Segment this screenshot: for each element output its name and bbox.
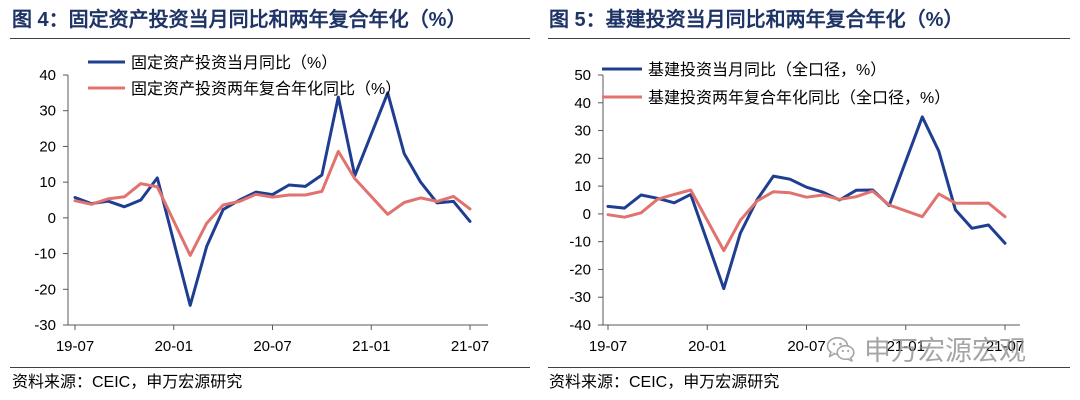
figure-4-title: 图 4：固定资产投资当月同比和两年复合年化（%） bbox=[12, 9, 467, 31]
legend-label: 基建投资当月同比（全口径，%） bbox=[648, 61, 886, 79]
y-tick-label: -10 bbox=[34, 246, 56, 263]
x-tick-label: 20-01 bbox=[155, 338, 193, 355]
x-tick-label: 19-07 bbox=[56, 338, 94, 355]
legend-item: 基建投资两年复合年化同比（全口径，%） bbox=[602, 89, 950, 107]
figure-4-source-rule bbox=[10, 367, 530, 368]
y-tick-label: 0 bbox=[48, 210, 56, 227]
legend-item: 固定资产投资两年复合年化同比（%） bbox=[88, 80, 401, 98]
x-tick-label: 21-07 bbox=[451, 338, 489, 355]
legend: 基建投资当月同比（全口径，%） 基建投资两年复合年化同比（全口径，%） bbox=[602, 61, 950, 107]
watermark-text: 申万宏源宏观 bbox=[864, 336, 1026, 366]
y-tick-label: 10 bbox=[39, 174, 56, 191]
y-tick-label: 0 bbox=[583, 206, 591, 223]
series-line-1 bbox=[73, 91, 472, 307]
series-line-1 bbox=[606, 115, 1007, 291]
wechat-icon bbox=[826, 335, 856, 368]
x-tick-label: 21-01 bbox=[352, 338, 390, 355]
y-tick-label: -20 bbox=[569, 261, 591, 278]
y-tick-label: 40 bbox=[39, 67, 56, 84]
series-line-2 bbox=[606, 188, 1007, 253]
y-tick-label: 50 bbox=[574, 67, 591, 84]
legend-item: 固定资产投资当月同比（%） bbox=[88, 54, 337, 72]
figure-5-source: 资料来源：CEIC，申万宏源研究 bbox=[549, 374, 780, 391]
y-tick-label: -10 bbox=[569, 234, 591, 251]
legend-label: 固定资产投资当月同比（%） bbox=[131, 54, 337, 72]
legend-label: 基建投资两年复合年化同比（全口径，%） bbox=[648, 89, 950, 107]
y-tick-label: -30 bbox=[34, 317, 56, 334]
y-tick-label: -30 bbox=[569, 289, 591, 306]
legend: 固定资产投资当月同比（%） 固定资产投资两年复合年化同比（%） bbox=[88, 54, 401, 98]
x-tick-label: 19-07 bbox=[589, 338, 627, 355]
y-tick-label: -20 bbox=[34, 281, 56, 298]
legend-label: 固定资产投资两年复合年化同比（%） bbox=[131, 80, 401, 98]
x-tick-label: 20-07 bbox=[787, 338, 825, 355]
y-tick-label: 30 bbox=[39, 103, 56, 120]
figure-5-title: 图 5：基建投资当月同比和两年复合年化（%） bbox=[549, 9, 964, 31]
watermark: 申万宏源宏观 bbox=[826, 335, 1026, 367]
y-tick-label: 10 bbox=[574, 178, 591, 195]
y-tick-label: 20 bbox=[39, 138, 56, 155]
y-tick-label: 20 bbox=[574, 150, 591, 167]
y-tick-label: 40 bbox=[574, 95, 591, 112]
figure-5-title-rule bbox=[548, 38, 1070, 39]
y-tick-label: 30 bbox=[574, 123, 591, 140]
legend-item: 基建投资当月同比（全口径，%） bbox=[602, 61, 886, 79]
series-line-2 bbox=[73, 149, 472, 257]
figure-4-source: 资料来源：CEIC，申万宏源研究 bbox=[12, 374, 243, 391]
x-tick-label: 20-01 bbox=[688, 338, 726, 355]
y-tick-label: -40 bbox=[569, 317, 591, 334]
x-tick-label: 20-07 bbox=[253, 338, 291, 355]
figure-5-source-rule bbox=[548, 367, 1070, 368]
figure-4-title-rule bbox=[10, 38, 530, 39]
